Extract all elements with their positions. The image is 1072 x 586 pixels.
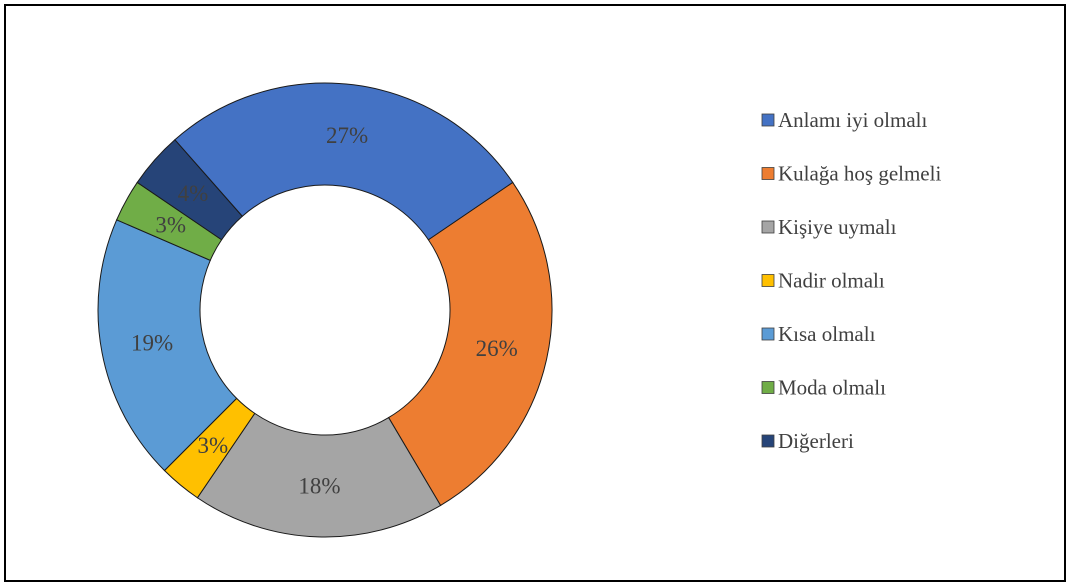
legend: Anlamı iyi olmalı Kulağa hoş gelmeli Kişiy… <box>761 108 941 453</box>
legend-label-digerleri: Diğerleri <box>778 429 854 453</box>
slice-label-nadir-olmali: 3% <box>197 433 228 458</box>
slice-kisiye-uymali <box>196 412 442 538</box>
legend-swatch-kisa-olmali <box>761 327 775 341</box>
legend-swatch-kulaga-hos-gelmeli <box>761 167 775 180</box>
legend-label-kisiye-uymali: Kişiye uymalı <box>778 215 897 239</box>
legend-label-kulaga-hos-gelmeli: Kulağa hoş gelmeli <box>778 162 941 186</box>
legend-swatch-nadir-olmali <box>761 274 775 287</box>
legend-swatch-kisiye-uymali <box>761 220 775 234</box>
legend-label-nadir-olmali: Nadir olmalı <box>778 269 885 293</box>
slice-label-digerleri: 4% <box>178 181 209 206</box>
slice-labels: 26% 18% 3% 19% 3% 4% 27% <box>131 123 518 499</box>
legend-label-anlami-iyi-olmali: Anlamı iyi olmalı <box>778 108 927 132</box>
slice-label-kisa-olmali: 19% <box>131 330 173 355</box>
slice-label-kulaga-hos-gelmeli: 26% <box>476 336 518 361</box>
legend-swatch-moda-olmali <box>761 381 775 394</box>
legend-label-kisa-olmali: Kısa olmalı <box>778 322 876 346</box>
slice-label-kisiye-uymali: 18% <box>298 473 340 498</box>
legend-swatch-anlami-iyi-olmali <box>761 113 775 127</box>
slice-anlami-iyi-olmali <box>174 82 514 241</box>
legend-label-moda-olmali: Moda olmalı <box>778 376 886 400</box>
legend-swatch-digerleri <box>761 434 775 448</box>
slice-kulaga-hos-gelmeli <box>387 181 553 507</box>
donut-slices <box>97 82 553 538</box>
slice-label-moda-olmali: 3% <box>155 213 186 238</box>
slice-label-anlami-iyi-olmali: 27% <box>326 123 368 148</box>
slice-kisa-olmali <box>97 219 238 472</box>
